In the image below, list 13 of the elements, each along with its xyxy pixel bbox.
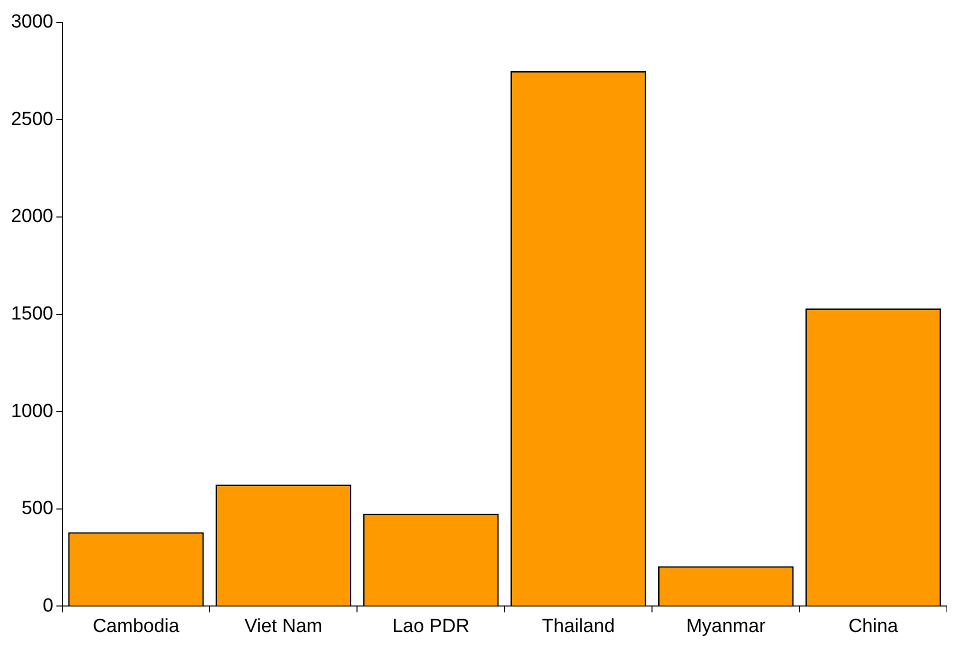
y-tick-label: 3000 xyxy=(10,12,54,33)
y-tick-label: 2500 xyxy=(10,108,54,130)
y-tick-label: 0 xyxy=(42,595,54,616)
x-tick-label: Lao PDR xyxy=(392,616,470,637)
y-tick-label: 2000 xyxy=(10,206,54,228)
y-tick-label: 1500 xyxy=(10,304,54,325)
y-tick-label: 1000 xyxy=(10,400,54,422)
x-tick-label: Cambodia xyxy=(92,616,180,637)
x-tick-label: China xyxy=(848,616,899,637)
x-tick-label: Myanmar xyxy=(686,616,766,637)
x-tick-label: Viet Nam xyxy=(244,616,322,637)
y-tick-label: 500 xyxy=(22,498,54,520)
x-tick-label: Thailand xyxy=(542,616,615,637)
